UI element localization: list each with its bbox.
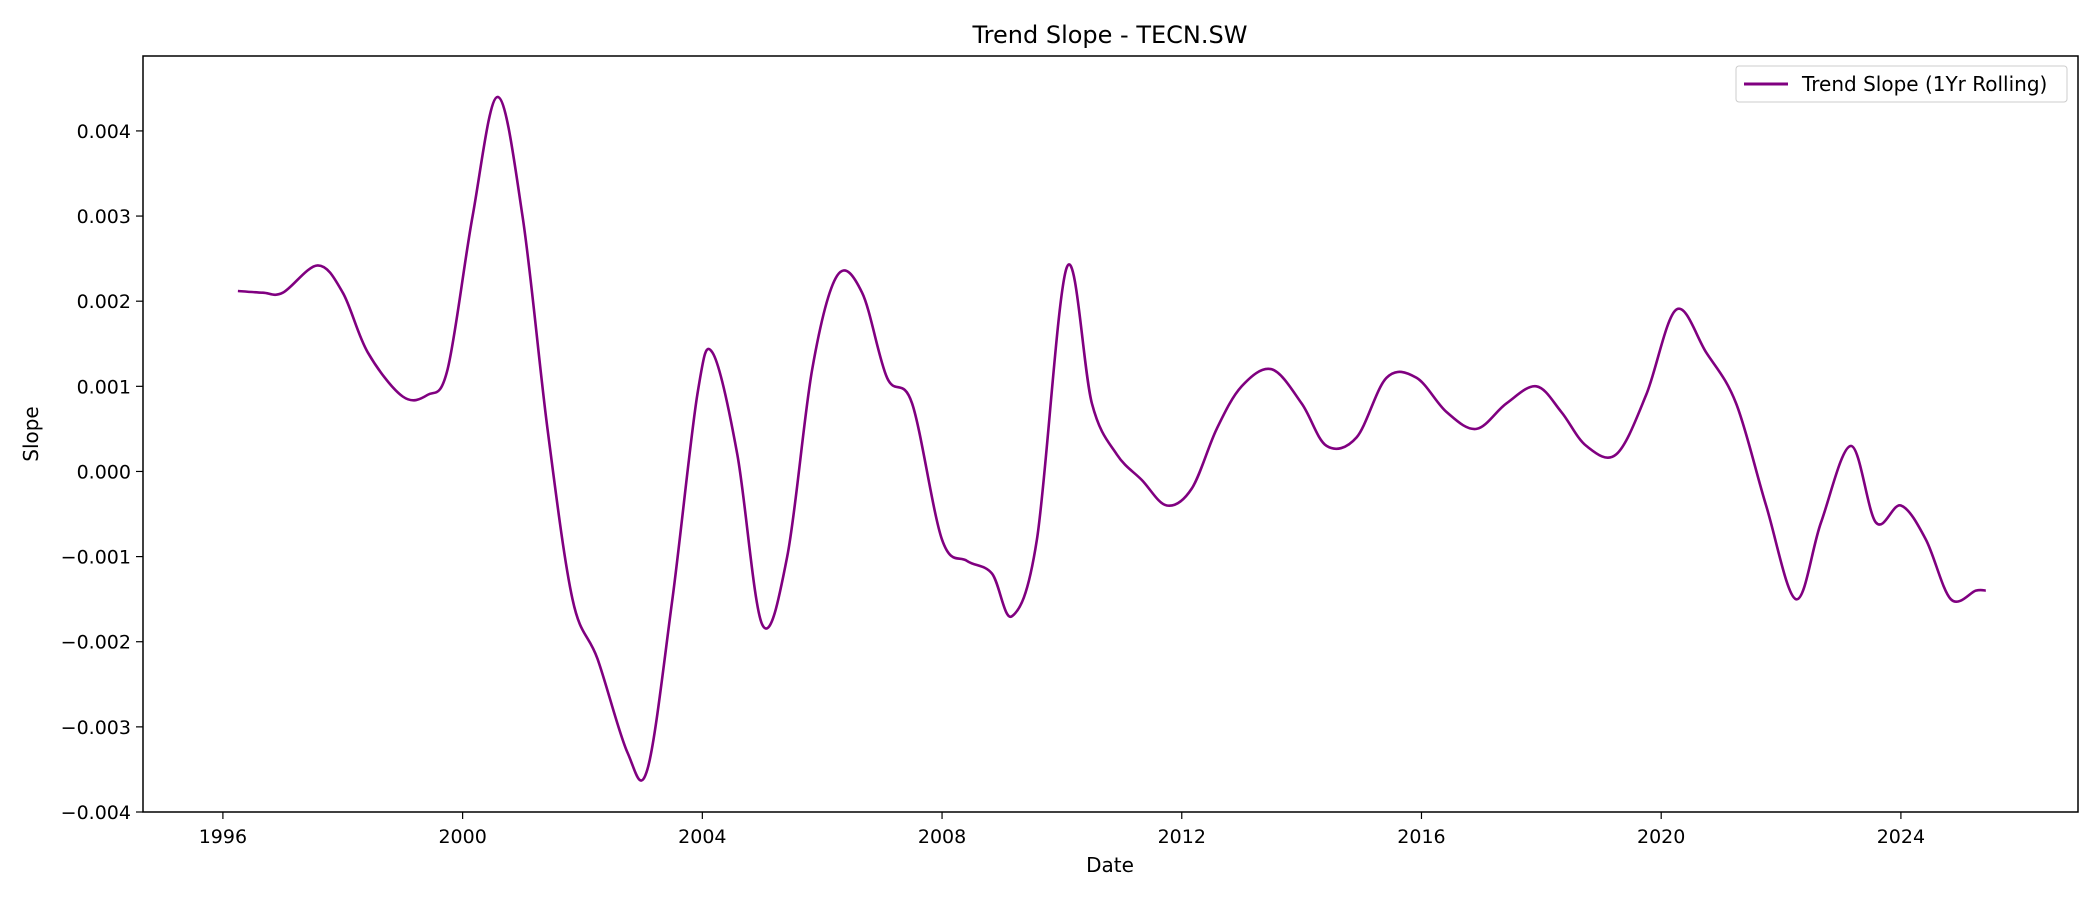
x-tick-label: 2020	[1637, 826, 1685, 848]
legend-label: Trend Slope (1Yr Rolling)	[1801, 72, 2047, 96]
chart-title: Trend Slope - TECN.SW	[972, 21, 1248, 49]
x-axis: 1996 2000 2004 2008 2012 2016 2020 2024	[199, 812, 1925, 848]
y-tick-label: 0.003	[77, 206, 131, 228]
x-tick-label: 1996	[199, 826, 247, 848]
x-axis-title: Date	[1086, 853, 1134, 877]
x-tick-label: 2024	[1877, 826, 1925, 848]
y-tick-label: −0.004	[61, 802, 131, 824]
y-tick-label: −0.001	[61, 547, 131, 569]
legend: Trend Slope (1Yr Rolling)	[1735, 65, 2068, 103]
y-tick-label: 0.000	[77, 461, 131, 483]
x-tick-label: 2008	[918, 826, 966, 848]
y-axis-title: Slope	[19, 406, 43, 462]
y-tick-label: 0.002	[77, 291, 131, 313]
x-tick-label: 2000	[438, 826, 486, 848]
y-tick-label: −0.003	[61, 717, 131, 739]
series-line-trend-slope	[237, 95, 1986, 782]
plot-area	[237, 95, 1986, 782]
y-tick-label: −0.002	[61, 632, 131, 654]
axes-frame	[142, 55, 2079, 813]
y-axis: 0.004 0.003 0.002 0.001 0.000 −0.001 −0.002 −0.…	[61, 121, 143, 824]
x-tick-label: 2016	[1397, 826, 1445, 848]
legend-box	[1735, 65, 2068, 103]
x-tick-label: 2004	[678, 826, 726, 848]
x-tick-label: 2012	[1158, 826, 1206, 848]
y-tick-label: 0.001	[77, 376, 131, 398]
y-tick-label: 0.004	[77, 121, 131, 143]
